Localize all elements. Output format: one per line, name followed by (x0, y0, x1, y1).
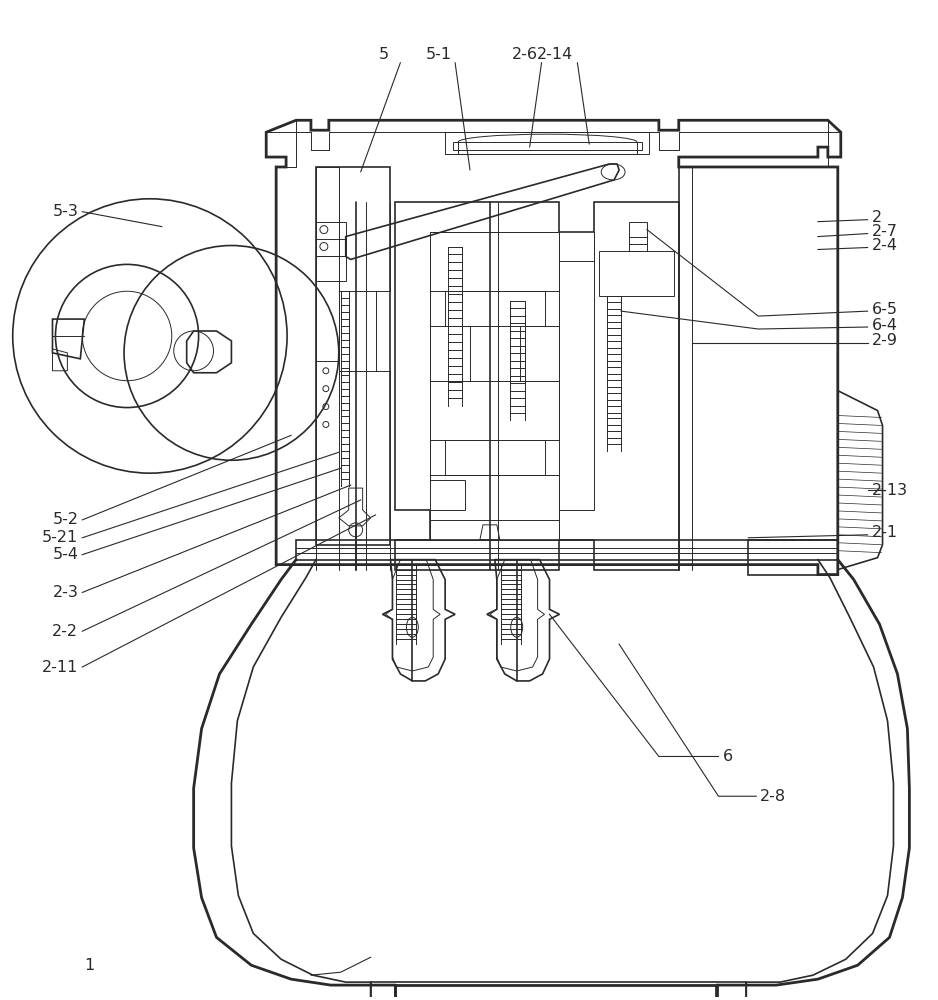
Text: 5: 5 (378, 47, 388, 62)
Text: 5-3: 5-3 (53, 204, 79, 219)
Text: 2-11: 2-11 (42, 660, 79, 675)
Text: 2-7: 2-7 (871, 224, 898, 239)
Text: 2-4: 2-4 (871, 238, 898, 253)
Text: 2-13: 2-13 (871, 483, 908, 498)
Text: 5-4: 5-4 (53, 547, 79, 562)
Text: 2-6: 2-6 (511, 47, 537, 62)
Text: 5-1: 5-1 (426, 47, 452, 62)
Text: 2-2: 2-2 (53, 624, 79, 639)
Text: 2-1: 2-1 (871, 525, 898, 540)
Bar (431, 381, 559, 440)
Text: 2-9: 2-9 (871, 333, 898, 348)
Bar (316, 222, 346, 256)
Bar (446, 440, 545, 475)
Bar (431, 326, 470, 381)
Text: 2-14: 2-14 (537, 47, 573, 62)
Text: 5-2: 5-2 (53, 512, 79, 527)
Text: 6-5: 6-5 (871, 302, 898, 317)
Bar (599, 251, 673, 296)
Text: 1: 1 (84, 958, 95, 973)
Bar (446, 132, 649, 154)
Bar (431, 232, 559, 291)
Bar (316, 167, 390, 545)
Bar (453, 142, 642, 150)
Text: 5-21: 5-21 (42, 530, 79, 545)
Bar (431, 475, 559, 520)
Text: 6-4: 6-4 (871, 318, 898, 333)
Bar (446, 291, 545, 326)
Text: 2-3: 2-3 (53, 585, 79, 600)
Text: 6: 6 (722, 749, 733, 764)
Text: 2: 2 (871, 210, 882, 225)
Text: 2-8: 2-8 (761, 789, 786, 804)
Bar (629, 222, 647, 251)
Bar (520, 326, 559, 381)
Bar (749, 540, 838, 575)
Bar (296, 540, 838, 560)
